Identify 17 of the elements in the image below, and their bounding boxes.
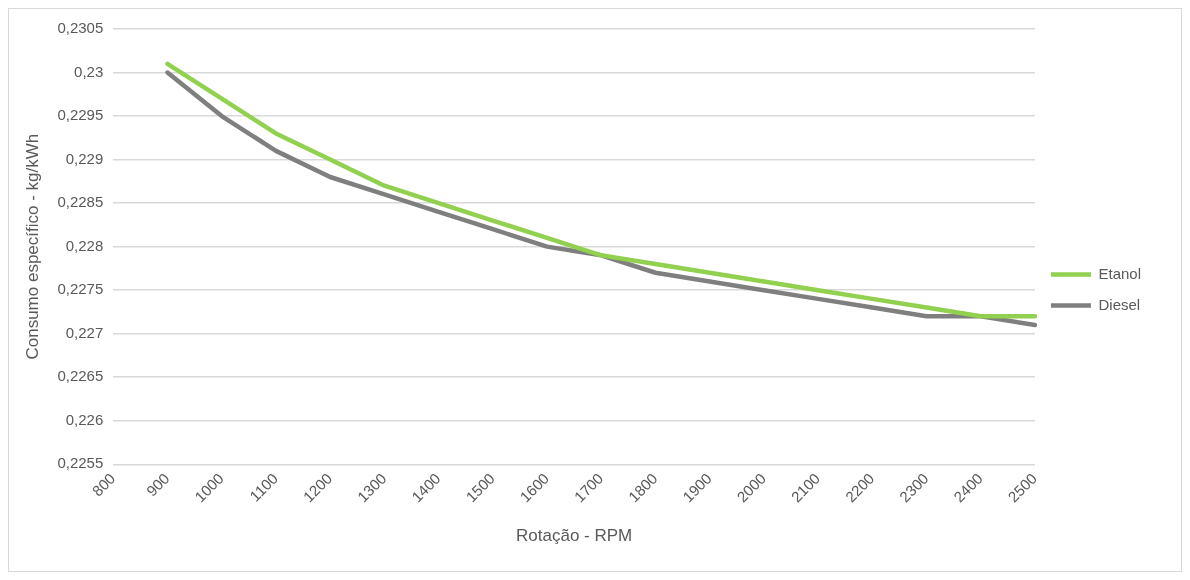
y-tick-label: 0,228 bbox=[65, 236, 104, 254]
y-tick-label: 0,2295 bbox=[57, 106, 104, 124]
x-axis-title: Rotação - RPM bbox=[516, 526, 633, 546]
y-tick-label: 0,2305 bbox=[57, 19, 104, 37]
y-axis-title: Consumo específico - kg/kWh bbox=[22, 133, 42, 360]
y-tick-label: 0,2275 bbox=[57, 280, 104, 298]
y-tick-label: 0,229 bbox=[65, 149, 104, 167]
y-tick-label: 0,2255 bbox=[57, 454, 104, 472]
legend-label: Diesel bbox=[1098, 295, 1141, 313]
y-tick-label: 0,2285 bbox=[57, 193, 104, 211]
y-tick-label: 0,2265 bbox=[57, 367, 104, 385]
x-tick-label: 800 bbox=[88, 469, 119, 500]
y-tick-label: 0,23 bbox=[74, 62, 104, 80]
x-tick-label: 900 bbox=[142, 469, 173, 500]
y-tick-label: 0,227 bbox=[65, 323, 104, 341]
y-tick-label: 0,226 bbox=[65, 410, 104, 428]
legend-label: Etanol bbox=[1098, 264, 1142, 282]
